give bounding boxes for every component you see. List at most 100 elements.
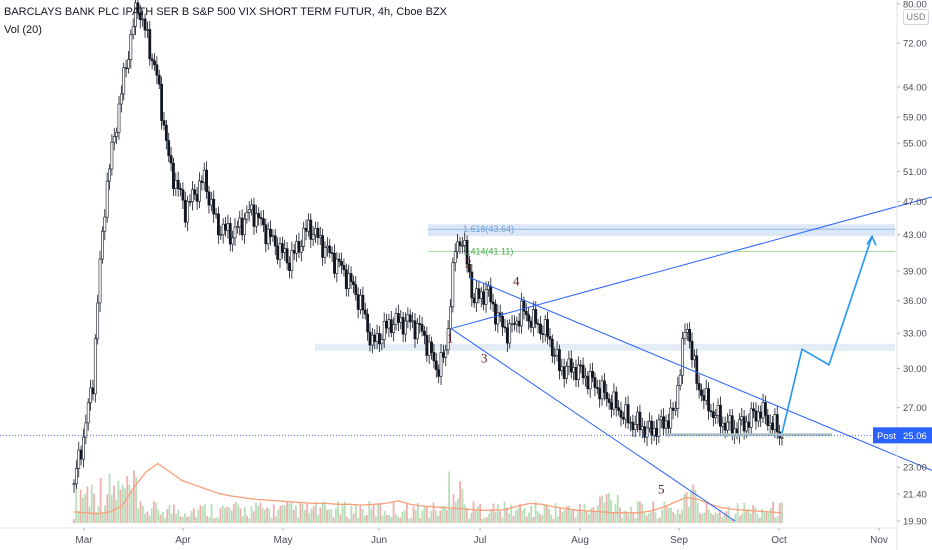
candle-body (726, 421, 729, 431)
volume-bar (288, 503, 291, 523)
candle-body (595, 387, 599, 389)
candle-body (690, 340, 694, 361)
candle-body (479, 291, 483, 299)
price-axis[interactable]: 80.00 72.00 64.00 59.00 55.00 51.00 47.00 43.00… (873, 0, 932, 550)
candle-body (517, 320, 521, 327)
candle-body (361, 294, 365, 311)
volume-bar (126, 476, 129, 523)
candle-body (143, 18, 147, 31)
candle-body (226, 223, 230, 231)
candle-body (678, 374, 682, 386)
volume-bar (441, 505, 444, 523)
volume-bar (84, 493, 86, 523)
candle-body (581, 364, 585, 379)
candle-body (119, 93, 123, 105)
volume-bar (459, 481, 462, 523)
volume-bar (115, 499, 118, 523)
candle-body (82, 436, 85, 460)
candle-body (576, 364, 580, 380)
candle-body (399, 317, 403, 323)
candle-body (195, 194, 199, 202)
candle-body (86, 402, 90, 424)
volume-bar (508, 513, 510, 523)
fib-label: 1.414(41.11) (463, 246, 513, 256)
volume-bar (377, 504, 379, 523)
candle-body (716, 404, 720, 416)
volume-bar (399, 517, 402, 523)
volume-bar (672, 511, 675, 523)
candle-body (721, 422, 725, 427)
price-tick-label: 27.00 (903, 403, 927, 414)
price-tick-label: 21.40 (903, 489, 927, 500)
trendline-lower-expanding (450, 328, 736, 522)
volume-bar (530, 505, 533, 523)
volume-bar (439, 510, 442, 523)
volume-bar (321, 501, 324, 523)
volume-bar (217, 517, 220, 523)
projection-path (781, 236, 873, 434)
volume-bar (334, 508, 337, 523)
volume-bar (650, 512, 652, 523)
candle-body (709, 410, 713, 413)
volume-bar (403, 510, 406, 523)
volume-bar (707, 509, 710, 523)
candle-body (164, 124, 168, 141)
volume-bar (701, 514, 704, 523)
volume-bar (625, 511, 628, 523)
volume-bar (341, 505, 344, 523)
volume-bar (659, 517, 661, 523)
candle-body (411, 320, 415, 323)
candle-body (150, 58, 154, 62)
candle-body (401, 317, 405, 335)
volume-bar (255, 502, 257, 523)
volume-bar (95, 512, 98, 523)
candle-body (269, 228, 272, 238)
candle-body (619, 410, 623, 418)
volume-bar (568, 505, 570, 523)
candle-body (432, 352, 436, 362)
volume-bar (423, 505, 426, 523)
candle-body (273, 235, 277, 247)
volume-bar (306, 502, 308, 523)
candle-body (659, 416, 663, 421)
volume-bar (110, 494, 113, 523)
candle-body (288, 262, 291, 271)
volume-bar (621, 517, 624, 523)
candle-body (688, 328, 692, 342)
wave-label-3: 3 (481, 350, 488, 365)
volume-bar (756, 514, 759, 523)
volume-bar (483, 517, 486, 523)
candle-body (245, 212, 249, 220)
candle-body (605, 392, 609, 400)
volume-bar (596, 505, 599, 523)
volume-bar (77, 510, 80, 523)
candle-body (430, 341, 433, 353)
time-axis[interactable]: Mar Apr May Jun Jul Aug Sep Oct Nov (0, 527, 897, 546)
candle-body (214, 213, 218, 216)
candle-body (176, 179, 180, 189)
volume-bar (470, 512, 473, 523)
volume-bar (574, 517, 577, 523)
volume-bar (667, 507, 670, 523)
candle-body (129, 34, 133, 60)
volume-bar (696, 503, 699, 523)
candle-body (529, 320, 533, 328)
candle-body (612, 391, 616, 410)
label-layer: 1.618(43.64) 1.414(41.11) 1 2 3 4 5 (447, 224, 665, 496)
candle-body (527, 314, 531, 322)
volume-bar (750, 513, 752, 523)
volume-bar (248, 518, 251, 523)
candle-body (183, 199, 187, 223)
candle-body (470, 271, 474, 299)
volume-bar (232, 504, 235, 523)
candle-body (79, 449, 83, 460)
volume-bar (81, 497, 84, 523)
volume-bar (488, 513, 490, 523)
candle-body (89, 387, 92, 404)
candle-body (617, 407, 621, 411)
currency-badge[interactable]: USD (903, 9, 929, 25)
candle-body (297, 241, 301, 253)
volume-bar (184, 513, 186, 523)
candle-body (333, 252, 336, 274)
